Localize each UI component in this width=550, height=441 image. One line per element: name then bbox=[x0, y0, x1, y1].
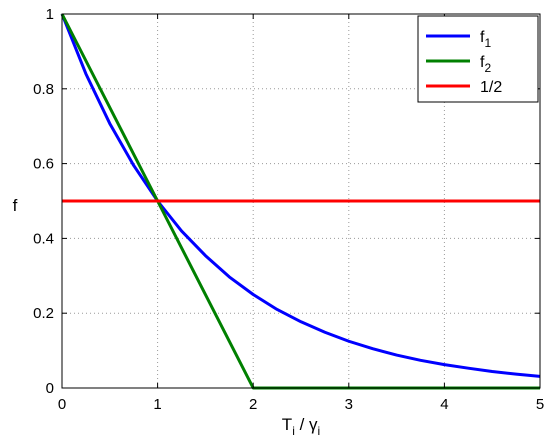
legend-label: f2 bbox=[480, 54, 491, 75]
y-tick-label: 1 bbox=[46, 6, 54, 23]
x-axis-title: Ti / γi bbox=[282, 415, 320, 438]
x-tick-label: 3 bbox=[345, 396, 353, 413]
legend-label: f1 bbox=[480, 29, 491, 50]
plot-frame bbox=[61, 13, 541, 389]
series-1-line bbox=[60, 13, 541, 378]
x-title-var: γ bbox=[309, 415, 318, 434]
legend: f1 f2 1/2 bbox=[417, 15, 539, 103]
y-tick-label: 0.2 bbox=[33, 305, 54, 322]
x-title-var-sub: i bbox=[318, 424, 321, 438]
x-title-sep: / bbox=[295, 415, 309, 434]
y-tick-label: 0.6 bbox=[33, 156, 54, 173]
y-tick-label: 0 bbox=[46, 380, 54, 397]
legend-label: 1/2 bbox=[480, 79, 502, 96]
x-title-main: T bbox=[282, 415, 292, 434]
x-tick-label: 4 bbox=[440, 396, 448, 413]
ticks: 0 1 2 3 4 5 0 0.2 0.4 0.6 0.8 1 bbox=[33, 6, 544, 413]
y-axis-title: f bbox=[13, 196, 18, 215]
x-tick-label: 2 bbox=[249, 396, 257, 413]
x-tick-label: 5 bbox=[536, 396, 544, 413]
x-tick-label: 0 bbox=[58, 396, 66, 413]
legend-box bbox=[417, 15, 539, 103]
y-tick-label: 0.4 bbox=[33, 230, 54, 247]
x-tick-label: 1 bbox=[153, 396, 161, 413]
x-title-main-sub: i bbox=[292, 424, 295, 438]
y-tick-label: 0.8 bbox=[33, 81, 54, 98]
